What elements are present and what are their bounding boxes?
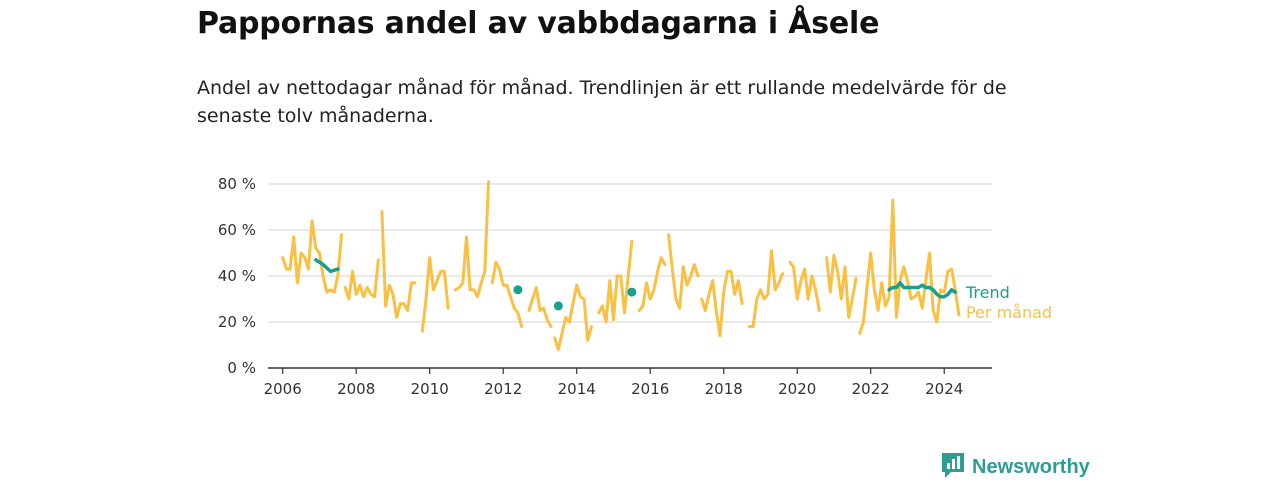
- x-tick-label: 2014: [558, 380, 596, 398]
- series: [281, 180, 961, 352]
- chart-subtitle: Andel av nettodagar månad för månad. Tre…: [197, 77, 1007, 127]
- series-line-per-manad: [825, 253, 858, 319]
- x-tick-label: 2010: [411, 380, 449, 398]
- x-tick-label: 2020: [778, 380, 816, 398]
- y-tick-label: 60 %: [218, 221, 256, 239]
- series-line-per-manad: [527, 286, 553, 329]
- newsworthy-logo-icon: [940, 451, 966, 483]
- series-line-per-manad: [597, 240, 634, 324]
- y-tick-label: 40 %: [218, 267, 256, 285]
- series-line-per-manad: [788, 260, 821, 312]
- newsworthy-logo[interactable]: Newsworthy: [940, 451, 1090, 483]
- x-tick-label: 2018: [705, 380, 743, 398]
- legend-label-trend: Trend: [965, 283, 1010, 302]
- series-line-per-manad: [281, 219, 343, 294]
- series-line-per-manad: [343, 258, 380, 301]
- gridlines: [268, 183, 992, 323]
- series-line-per-manad: [380, 210, 417, 319]
- chart-title: Pappornas andel av vabbdagarna i Åsele: [197, 6, 880, 41]
- axes: 0 % 20 % 40 % 60 % 80 % 2006 2008 2010 2012 2014 2…: [218, 175, 992, 398]
- series-line-per-manad: [700, 269, 744, 338]
- series-line-trend: [887, 281, 957, 299]
- x-tick-label: 2008: [337, 380, 375, 398]
- x-tick-label: 2006: [264, 380, 302, 398]
- series-line-per-manad: [453, 180, 490, 299]
- point-trend: [627, 287, 637, 297]
- y-tick-label: 0 %: [227, 359, 256, 377]
- series-line-per-manad: [553, 283, 593, 352]
- series-line-per-manad: [858, 198, 961, 335]
- series-line-per-manad: [747, 249, 784, 329]
- series-line-trend: [314, 258, 340, 274]
- x-tick-label: 2016: [631, 380, 669, 398]
- x-tick-label: 2024: [925, 380, 963, 398]
- y-tick-label: 20 %: [218, 313, 256, 331]
- x-tick-label: 2012: [484, 380, 522, 398]
- y-tick-label: 80 %: [218, 175, 256, 193]
- brand-name: Newsworthy: [972, 455, 1090, 478]
- series-line-per-manad: [490, 260, 524, 329]
- series-line-per-manad: [637, 256, 667, 312]
- series-line-per-manad: [420, 256, 450, 333]
- series-line-per-manad: [667, 233, 700, 310]
- legend-label-per-manad: Per månad: [966, 303, 1052, 322]
- x-tick-label: 2022: [852, 380, 890, 398]
- point-trend: [553, 301, 563, 311]
- point-trend: [513, 285, 523, 295]
